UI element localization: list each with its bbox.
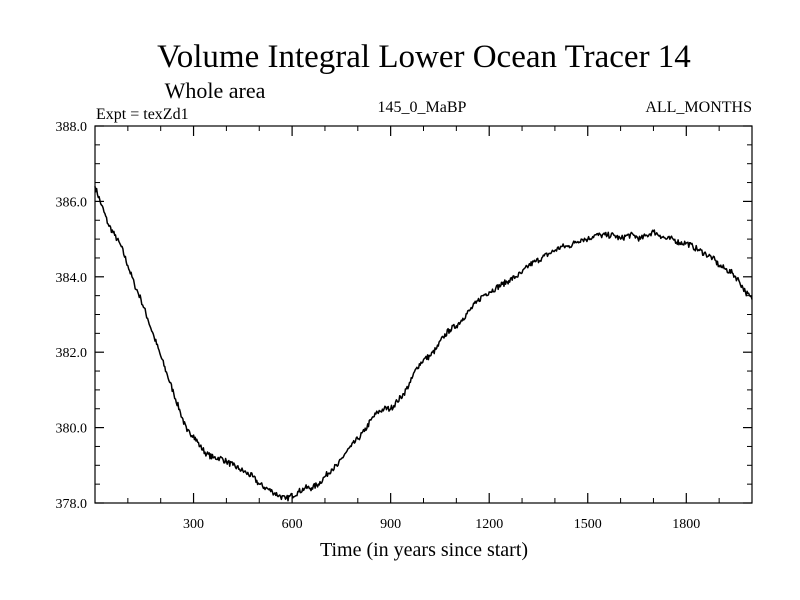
x-tick-label: 900 [380, 517, 401, 532]
period-label: 145_0_MaBP [378, 99, 467, 116]
experiment-label: Expt = texZd1 [96, 106, 189, 123]
x-axis-label: Time (in years since start) [320, 539, 528, 561]
y-tick-label: 380.0 [56, 422, 88, 437]
x-tick-label: 1500 [574, 517, 602, 532]
series-line [94, 186, 753, 502]
y-tick-label: 382.0 [56, 346, 88, 361]
y-tick-label: 386.0 [56, 195, 88, 210]
plot-frame [94, 125, 753, 504]
x-tick-label: 600 [282, 517, 303, 532]
chart-subtitle: Whole area [165, 78, 266, 103]
y-tick-label: 378.0 [56, 497, 88, 512]
x-tick-label: 1200 [475, 517, 503, 532]
months-label: ALL_MONTHS [645, 99, 752, 116]
y-axis: 378.0 380.0 382.0 384.0 386.0 388.0 [56, 120, 752, 512]
x-tick-label: 300 [183, 517, 204, 532]
chart-title: Volume Integral Lower Ocean Tracer 14 [157, 39, 691, 75]
x-tick-label: 1800 [672, 517, 700, 532]
y-tick-label: 384.0 [56, 271, 88, 286]
x-axis: 300 600 900 1200 1500 1800 [127, 126, 720, 532]
y-tick-label: 388.0 [56, 120, 88, 135]
